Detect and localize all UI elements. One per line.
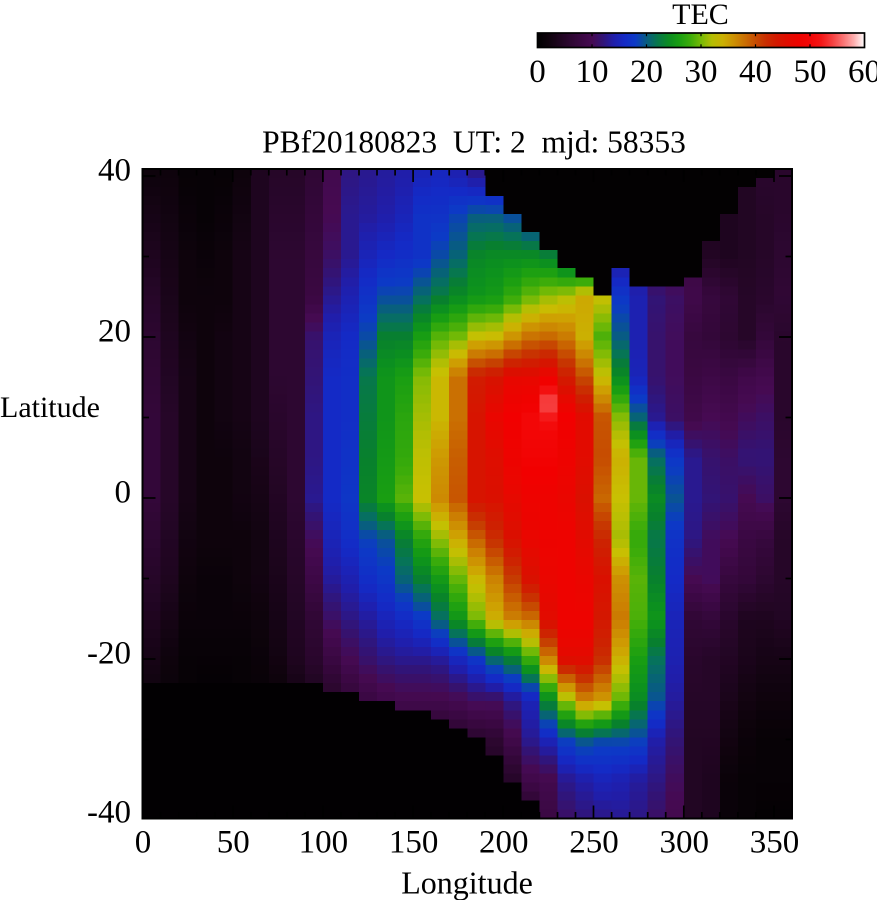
svg-text:60: 60 (848, 54, 877, 90)
svg-text:150: 150 (389, 825, 439, 861)
svg-text:PBf20180823 UT: 2 mjd: 58353: PBf20180823 UT: 2 mjd: 58353 (262, 125, 686, 160)
svg-text:40: 40 (98, 153, 131, 189)
svg-text:10: 10 (576, 54, 609, 90)
svg-text:20: 20 (98, 314, 131, 350)
svg-text:20: 20 (630, 54, 663, 90)
svg-text:Longitude: Longitude (401, 865, 533, 900)
svg-text:0: 0 (115, 475, 132, 511)
svg-text:250: 250 (569, 825, 619, 861)
svg-text:100: 100 (299, 825, 349, 861)
svg-text:200: 200 (479, 825, 529, 861)
svg-text:350: 350 (750, 825, 800, 861)
svg-text:Latitude: Latitude (0, 391, 100, 424)
svg-text:50: 50 (217, 825, 250, 861)
svg-text:30: 30 (685, 54, 718, 90)
svg-text:-20: -20 (87, 636, 131, 672)
svg-text:50: 50 (794, 54, 827, 90)
svg-text:-40: -40 (87, 795, 131, 831)
svg-text:0: 0 (529, 54, 546, 90)
svg-text:TEC: TEC (672, 0, 729, 31)
svg-text:300: 300 (659, 825, 709, 861)
svg-text:0: 0 (135, 825, 152, 861)
svg-text:40: 40 (739, 54, 772, 90)
